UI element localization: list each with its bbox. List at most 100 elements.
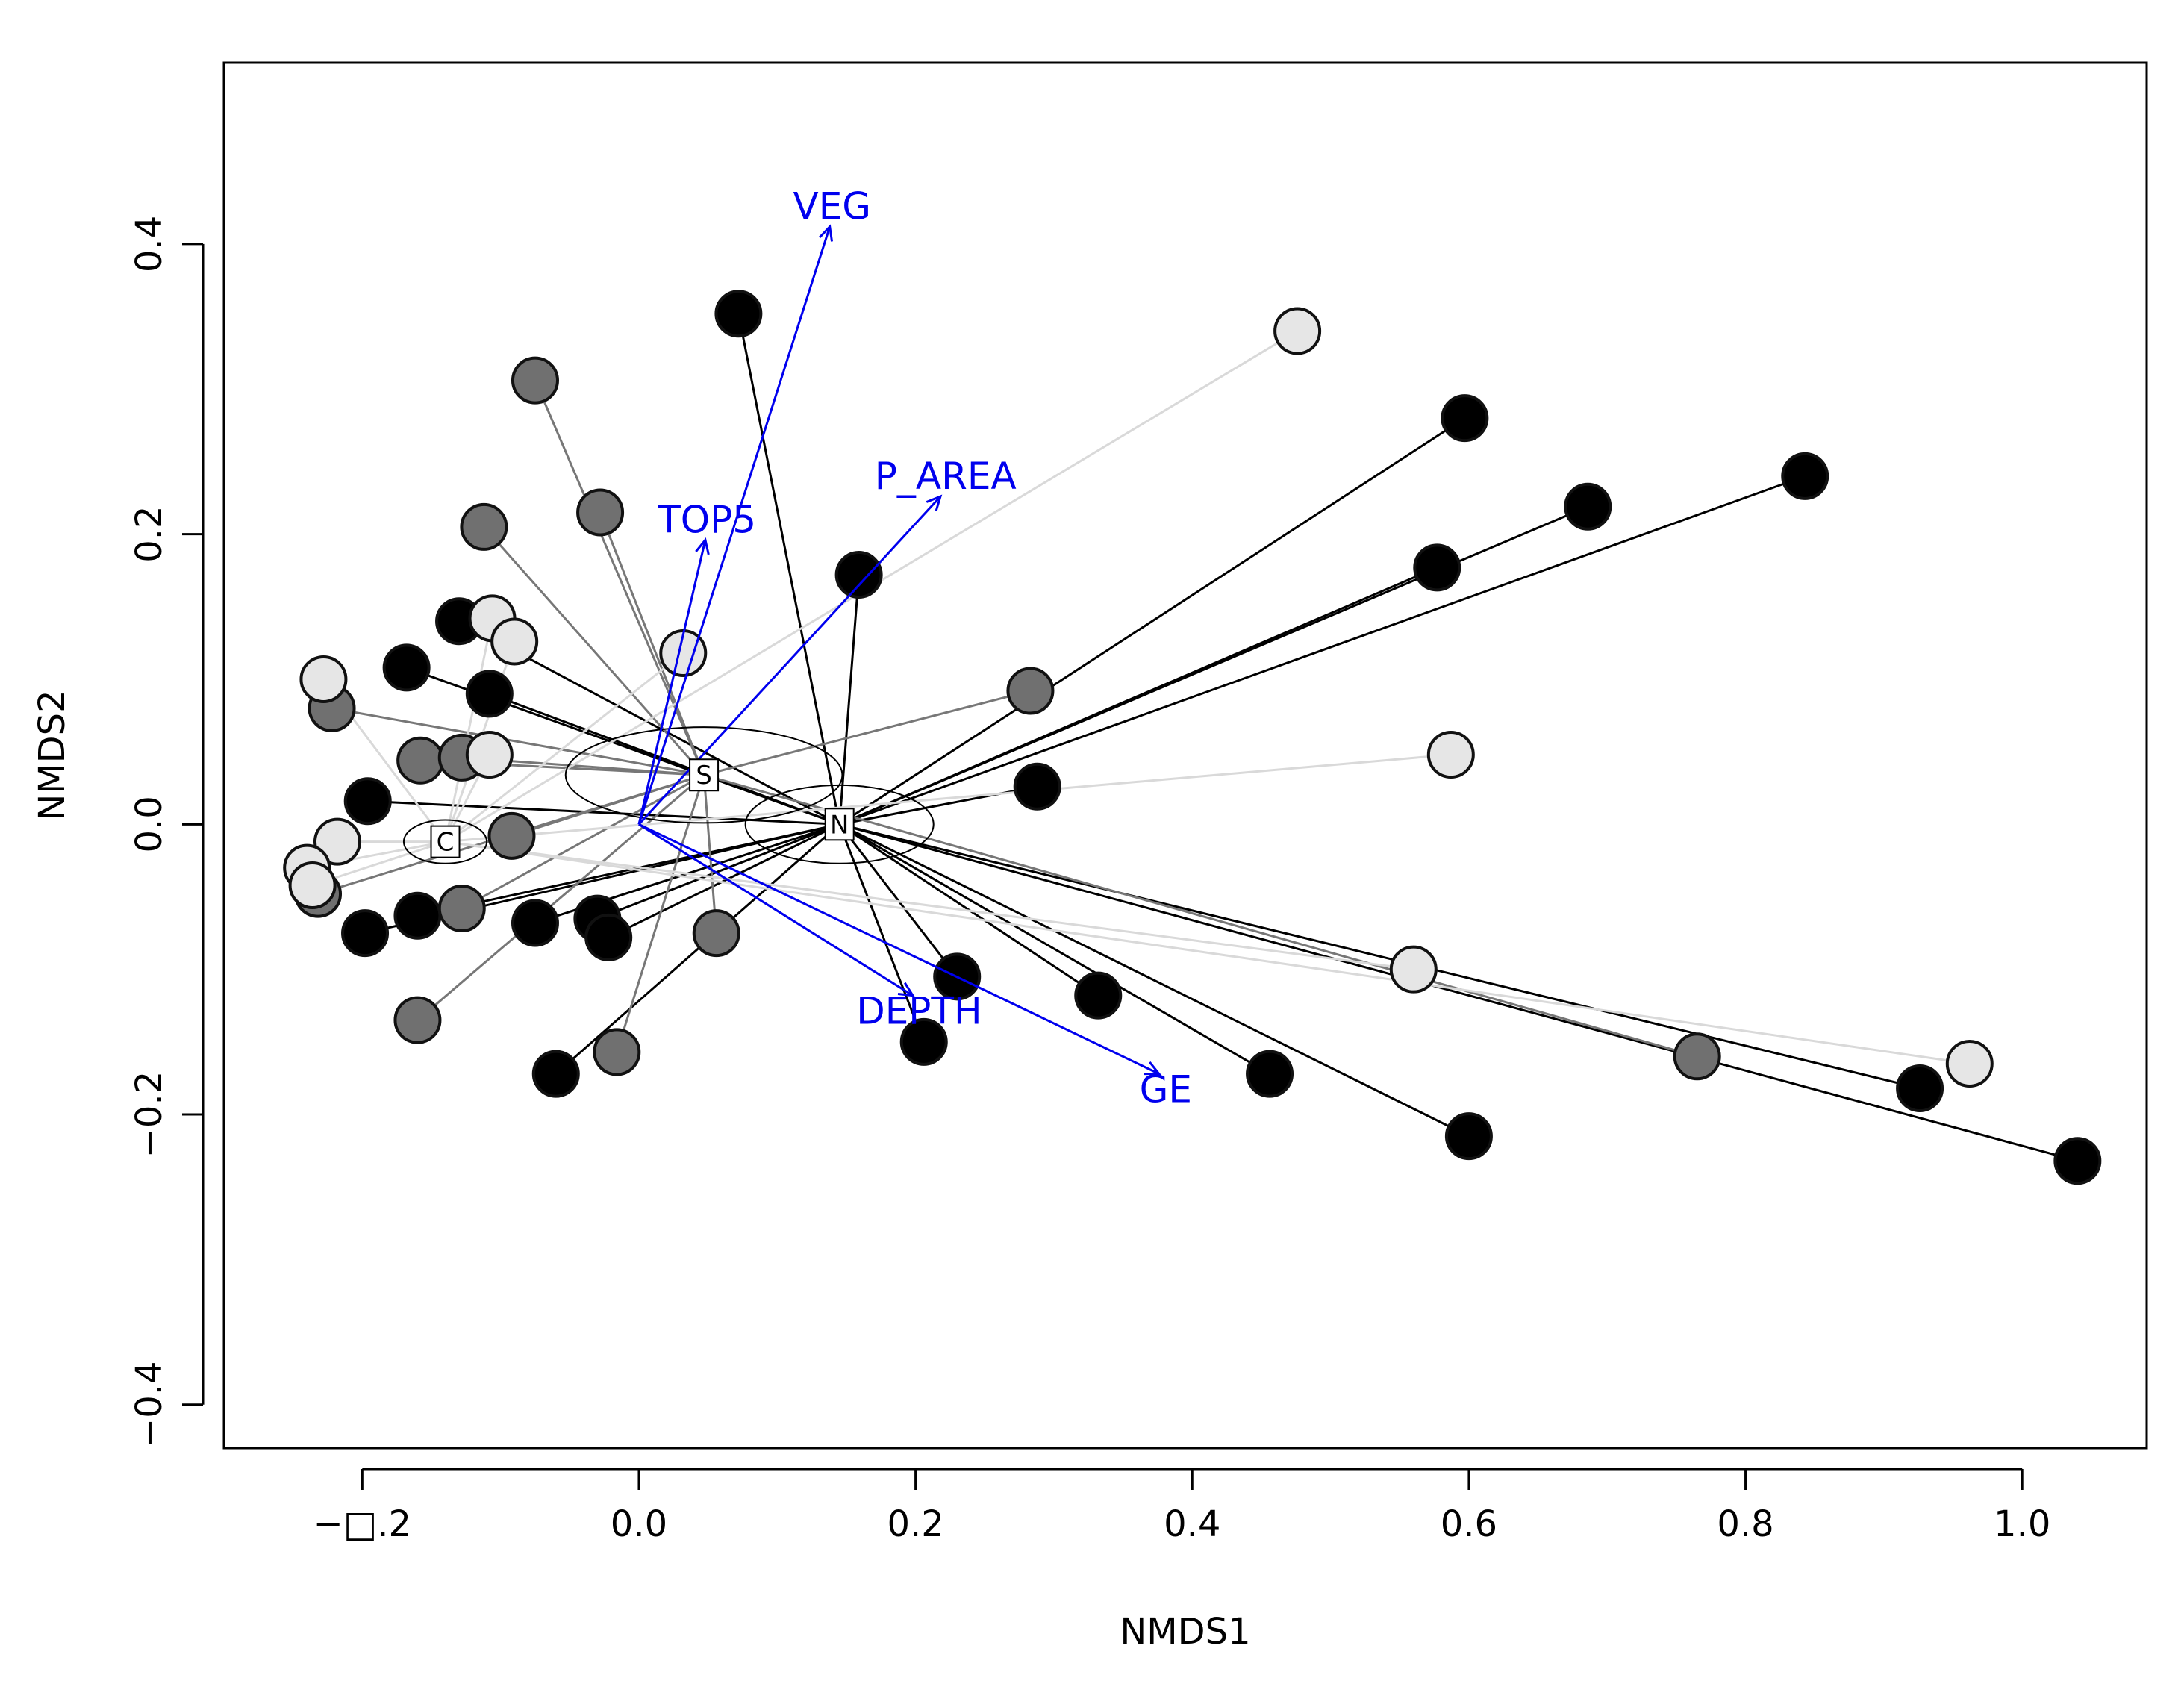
site-point-s-31 [487,811,536,860]
spider-line-n-16 [489,692,840,826]
centroid-label-c: C [437,828,455,858]
spider-line-s-35 [416,774,705,1021]
site-point-c-38 [1273,307,1322,355]
ellipse-s [564,726,843,824]
site-point-s-24 [511,356,559,405]
centroid-box-c [430,825,461,858]
x-tick-label-3: 0.4 [1164,1503,1220,1545]
spider-line-c-39 [444,652,684,843]
site-point-n-6 [1013,762,1061,811]
site-point-s-25 [460,502,508,551]
site-point-c-44 [1426,731,1475,779]
vector-line-ge [638,823,1160,1075]
spider-line-n-4 [839,566,1438,826]
y-tick-label-2: 0.0 [128,796,170,852]
spider-line-s-37 [703,773,1698,1058]
y-axis-label: NMDS2 [31,690,73,820]
spider-line-s-33 [702,775,718,934]
x-tick-label-6: 1.0 [1994,1503,2050,1545]
spider-line-n-11 [839,823,1470,1138]
site-point-n-15 [382,643,431,692]
x-axis: −□.2 0.0 0.2 0.4 0.6 0.8 1.0 [313,1468,2050,1545]
y-tick-label-3: 0.2 [128,505,170,562]
vector-line-veg [637,226,832,825]
x-tick-label-4: 0.6 [1441,1503,1497,1545]
x-tick-label-5: 0.8 [1717,1503,1773,1545]
spider-line-c-40 [444,618,493,842]
centroid-label-n: N [830,810,849,840]
vector-label-p-area: P_AREA [875,455,1017,498]
group-ellipses [402,726,935,864]
vector-line-top5 [637,540,707,825]
site-point-c-41 [490,617,539,666]
site-point-n-20 [511,899,559,947]
site-point-n-22 [584,913,633,961]
spider-line-n-17 [367,799,840,826]
spider-line-n-1 [838,417,1466,826]
site-point-c-45 [313,817,361,866]
vector-label-veg: VEG [793,185,871,228]
site-point-n-16 [465,670,514,718]
vector-arrowhead-veg [818,224,834,242]
vector-label-top5: TOP5 [657,498,756,541]
vector-label-ge: GE [1140,1068,1192,1111]
centroid-label-s: S [696,761,712,790]
spider-line-c-49 [445,840,1971,1065]
y-axis: −0.4 −0.2 0.0 0.2 0.4 [128,216,205,1448]
x-tick-label-0: −□.2 [313,1503,411,1545]
vector-arrowhead-ge [1144,1061,1161,1076]
site-point-n-10 [1246,1050,1294,1098]
centroid-box-n [824,808,855,841]
site-point-n-11 [1444,1112,1493,1161]
spider-line-c-48 [445,840,1414,971]
site-points [283,290,2102,1185]
site-point-c-48 [1389,945,1438,994]
x-axis-label: NMDS1 [1120,1611,1250,1653]
site-point-c-43 [465,731,514,779]
spider-line-s-27 [703,690,1031,776]
site-point-n-18 [393,891,442,940]
site-point-s-26 [576,488,625,537]
spider-line-n-0 [737,313,841,825]
spider-line-n-12 [839,823,1921,1090]
plot-frame [222,61,2148,1450]
y-tick-label-1: −0.2 [128,1071,170,1158]
site-point-n-23 [531,1050,580,1098]
centroid-box-s [689,758,720,792]
spider-line-n-21 [596,823,840,920]
site-point-s-34 [593,1028,641,1076]
site-point-c-47 [288,861,337,909]
site-point-n-3 [1781,452,1829,500]
y-tick-label-4: 0.4 [128,216,170,272]
vector-arrowhead-top5 [695,537,710,555]
site-point-n-5 [834,551,883,599]
spider-line-s-28 [331,707,705,776]
site-point-s-35 [393,996,442,1044]
spider-line-s-26 [599,511,705,776]
site-point-n-12 [1896,1064,1944,1113]
site-point-n-19 [341,909,390,958]
site-point-n-4 [1413,543,1461,592]
vector-arrowhead-depth [897,982,915,997]
ellipse-c [402,819,488,864]
site-point-s-33 [692,909,740,958]
spider-line-n-10 [838,823,1270,1075]
site-point-n-9 [899,1017,948,1066]
spider-line-n-5 [838,574,861,825]
spider-line-n-22 [608,823,840,939]
site-point-n-13 [2053,1137,2102,1185]
site-point-s-27 [1006,667,1055,715]
vector-label-depth: DEPTH [856,990,982,1033]
spider-line-n-23 [555,823,840,1075]
spider-line-n-9 [838,823,926,1043]
site-point-c-42 [299,655,348,703]
site-point-n-17 [343,777,392,826]
vector-line-depth [638,823,914,997]
x-tick-label-2: 0.2 [887,1503,943,1545]
site-point-n-0 [714,290,763,338]
y-tick-label-0: −0.4 [128,1361,170,1448]
spider-line-n-3 [839,475,1806,826]
site-point-s-32 [437,885,486,933]
site-point-c-49 [1945,1039,1994,1088]
spider-line-c-44 [445,753,1451,843]
